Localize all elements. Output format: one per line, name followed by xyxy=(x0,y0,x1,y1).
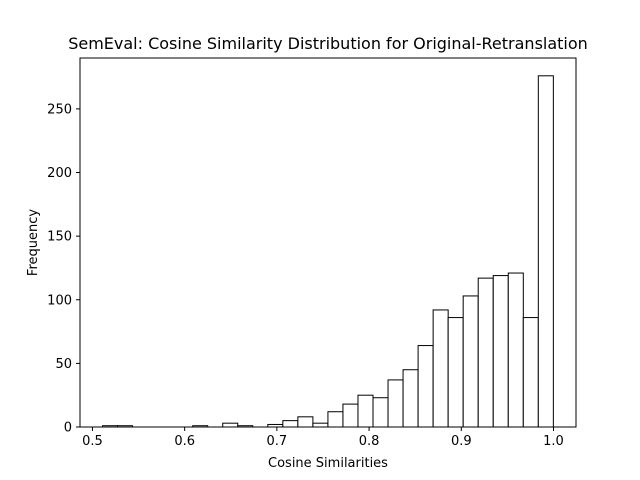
histogram-bar xyxy=(417,345,434,428)
histogram-bar xyxy=(327,411,344,428)
histogram-bar xyxy=(357,394,374,428)
x-axis-ticks: 0.5 0.6 0.7 0.8 0.9 1.0 xyxy=(82,427,564,449)
histogram-bar xyxy=(372,397,389,428)
y-tick-label: 250 xyxy=(47,102,72,117)
histogram-bar xyxy=(402,369,419,428)
x-tick-label: 0.5 xyxy=(82,434,103,449)
x-tick-label: 0.6 xyxy=(174,434,195,449)
x-tick-label: 0.8 xyxy=(359,434,380,449)
y-axis-ticks: 0 50 100 150 200 250 xyxy=(47,102,80,436)
chart-title: SemEval: Cosine Similarity Distribution … xyxy=(68,34,588,53)
histogram-bar xyxy=(342,403,359,428)
y-tick-label: 50 xyxy=(55,357,72,372)
plot-frame xyxy=(79,57,577,428)
histogram-bar xyxy=(462,295,479,428)
histogram-bar xyxy=(312,422,329,428)
histogram-bar xyxy=(222,422,239,428)
histogram-bar xyxy=(297,416,314,428)
histogram-bar xyxy=(522,317,539,428)
y-tick-label: 150 xyxy=(47,230,72,245)
histogram-bar xyxy=(432,309,449,428)
histogram-bar xyxy=(447,317,464,428)
histogram-bar xyxy=(492,275,509,428)
y-tick-label: 200 xyxy=(47,166,72,181)
y-axis-label: Frequency xyxy=(26,209,41,276)
histogram-bar xyxy=(477,277,494,428)
histogram-bar xyxy=(282,420,299,428)
histogram-bar xyxy=(537,75,554,428)
y-tick-label: 100 xyxy=(47,293,72,308)
histogram-bar xyxy=(507,272,524,428)
x-tick-label: 0.9 xyxy=(451,434,472,449)
histogram-bar xyxy=(387,379,404,428)
x-axis-label: Cosine Similarities xyxy=(268,456,388,471)
x-tick-label: 1.0 xyxy=(543,434,564,449)
x-tick-label: 0.7 xyxy=(267,434,288,449)
y-tick-label: 0 xyxy=(64,421,72,436)
